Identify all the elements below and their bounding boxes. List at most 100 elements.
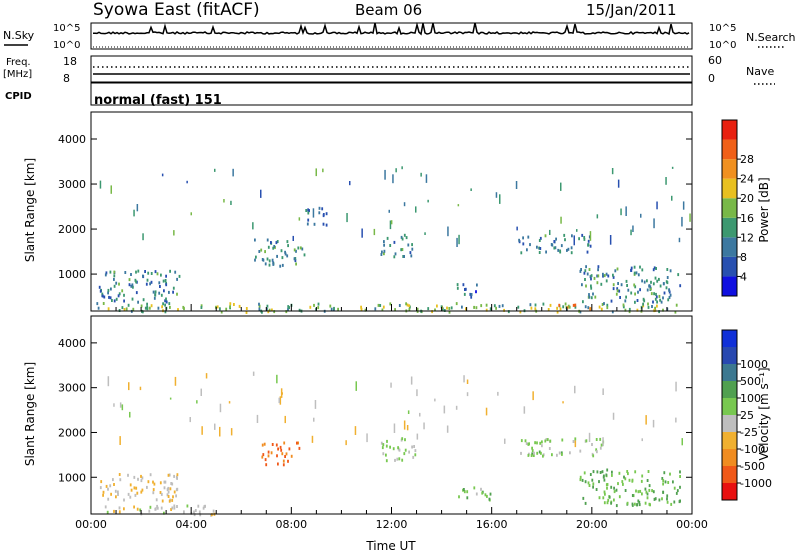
velocity-cell bbox=[290, 454, 293, 458]
velocity-cell bbox=[646, 496, 649, 500]
velocity-cell bbox=[676, 489, 679, 493]
velocity-ytick-label: 4000 bbox=[58, 337, 86, 350]
power-cell bbox=[254, 258, 256, 262]
power-cell bbox=[113, 274, 116, 278]
velocity-cell bbox=[406, 425, 409, 431]
velocity-cell bbox=[658, 498, 661, 502]
power-cell bbox=[107, 288, 110, 292]
power-cell bbox=[403, 202, 406, 207]
power-cell bbox=[616, 287, 619, 291]
velocity-cell bbox=[611, 473, 613, 477]
power-cell bbox=[318, 211, 321, 215]
power-cell bbox=[647, 302, 649, 306]
velocity-heatmap-cells bbox=[99, 371, 683, 517]
velocity-cell bbox=[480, 487, 482, 491]
velocity-cell bbox=[129, 483, 132, 487]
velocity-ytick-label: 2000 bbox=[58, 426, 86, 439]
power-cell bbox=[279, 264, 282, 268]
velocity-cell bbox=[637, 499, 640, 503]
velocity-cell bbox=[595, 438, 598, 441]
velocity-cell bbox=[539, 441, 542, 445]
velocity-cell bbox=[219, 403, 222, 413]
velocity-cell bbox=[602, 437, 604, 447]
velocity-cell bbox=[443, 405, 446, 414]
power-cell bbox=[266, 308, 268, 311]
power-cell bbox=[293, 248, 296, 252]
power-cell bbox=[624, 299, 627, 303]
velocity-panel: 1000 2000 3000 4000 00:00 04:00 08:00 12:00 16:… bbox=[23, 315, 772, 531]
velocity-cell bbox=[385, 459, 388, 463]
power-cell bbox=[634, 292, 636, 296]
power-cell bbox=[392, 174, 394, 184]
velocity-cell bbox=[679, 475, 681, 478]
power-cell bbox=[383, 240, 385, 244]
power-cell bbox=[133, 209, 135, 217]
velocity-cell bbox=[107, 497, 110, 501]
power-cell bbox=[146, 278, 149, 282]
power-cell bbox=[622, 305, 625, 309]
velocity-cell bbox=[118, 473, 121, 476]
power-cell bbox=[642, 304, 645, 308]
velocity-cell bbox=[252, 371, 255, 376]
power-cell bbox=[450, 306, 453, 310]
power-cell bbox=[183, 307, 185, 311]
velocity-cell bbox=[574, 440, 577, 448]
power-cell bbox=[425, 174, 428, 183]
power-cell bbox=[121, 289, 124, 293]
velocity-cell bbox=[583, 471, 586, 475]
velocity-cell bbox=[536, 441, 538, 445]
power-cell bbox=[292, 235, 294, 241]
power-cell bbox=[307, 208, 309, 212]
power-cell bbox=[280, 249, 283, 253]
power-cell bbox=[276, 254, 278, 258]
power-cell bbox=[393, 255, 396, 259]
power-cell bbox=[128, 278, 131, 282]
velocity-cell bbox=[673, 486, 676, 490]
power-cell bbox=[656, 201, 658, 210]
power-cell bbox=[153, 296, 156, 300]
velocity-colorbar-swatch bbox=[722, 449, 737, 466]
velocity-cell bbox=[313, 417, 315, 422]
velocity-cell bbox=[611, 470, 613, 474]
power-cell bbox=[668, 296, 671, 299]
power-cell bbox=[530, 306, 533, 310]
power-cell bbox=[582, 300, 584, 304]
velocity-cell bbox=[135, 486, 138, 490]
power-cell bbox=[678, 237, 681, 243]
power-cell bbox=[522, 236, 524, 240]
velocity-cell bbox=[584, 501, 587, 505]
velocity-cell bbox=[648, 488, 651, 492]
velocity-cell bbox=[114, 489, 117, 493]
velocity-cell bbox=[354, 426, 357, 435]
power-cell bbox=[668, 288, 671, 292]
power-cell bbox=[652, 300, 654, 304]
power-cell bbox=[288, 306, 290, 310]
power-colorbar-swatch bbox=[722, 120, 737, 140]
power-cell bbox=[610, 299, 613, 303]
power-cell bbox=[646, 288, 649, 292]
power-cell bbox=[281, 263, 284, 267]
power-cell bbox=[172, 286, 175, 290]
velocity-colorbar-swatch bbox=[722, 330, 737, 347]
power-cell bbox=[576, 229, 578, 232]
power-cell bbox=[564, 302, 567, 306]
power-cell bbox=[268, 308, 271, 312]
power-cell bbox=[434, 308, 436, 312]
power-cell bbox=[349, 181, 351, 186]
velocity-cell bbox=[130, 488, 133, 492]
power-cell bbox=[666, 276, 669, 279]
power-cell bbox=[475, 290, 477, 294]
power-cell bbox=[427, 199, 429, 203]
velocity-colorbar: -1000 -500 -100 -25 25 100 500 1000 bbox=[721, 329, 772, 501]
velocity-cell bbox=[531, 452, 534, 456]
power-cell bbox=[651, 305, 653, 308]
velocity-cell bbox=[672, 480, 674, 484]
velocity-cell bbox=[163, 480, 166, 484]
velocity-cell bbox=[167, 490, 170, 494]
velocity-cell bbox=[618, 495, 621, 499]
velocity-cell bbox=[173, 504, 176, 508]
power-cell bbox=[584, 278, 586, 281]
power-cell bbox=[539, 236, 542, 240]
velocity-cell bbox=[141, 476, 144, 480]
